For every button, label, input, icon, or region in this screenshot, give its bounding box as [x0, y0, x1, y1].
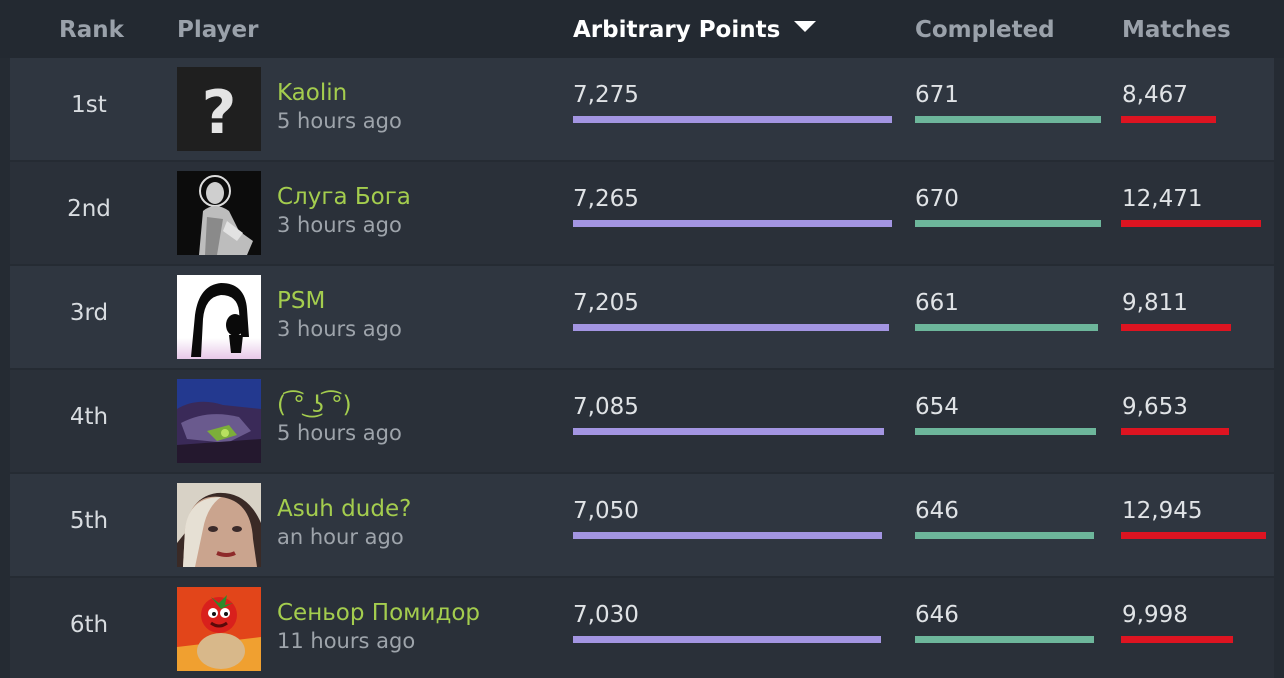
points-value: 7,265 — [573, 186, 639, 212]
completed-bar — [915, 636, 1094, 643]
robot-art-avatar[interactable] — [177, 379, 261, 463]
matches-bar — [1121, 532, 1266, 539]
last-active-time: an hour ago — [277, 525, 404, 549]
table-row: 2nd Слуга Бога 3 hours ago 7,265 670 12,… — [10, 162, 1274, 264]
rank-label: 4th — [69, 404, 109, 430]
header-rank[interactable]: Rank — [59, 17, 124, 43]
matches-bar — [1121, 428, 1229, 435]
matches-bar — [1121, 220, 1261, 227]
table-row: 3rd PSM 3 hours ago 7,205 661 9,811 — [10, 266, 1274, 368]
matches-bar — [1121, 324, 1231, 331]
matches-bar — [1121, 636, 1233, 643]
points-value: 7,085 — [573, 394, 639, 420]
player-name-link[interactable]: Слуга Бога — [277, 184, 411, 210]
completed-bar — [915, 532, 1094, 539]
completed-bar — [915, 428, 1096, 435]
table-row: 5th Asuh dude? an hour ago 7,050 646 12,… — [10, 474, 1274, 576]
contortionist-silhouette-avatar[interactable] — [177, 275, 261, 359]
rank-label: 2nd — [67, 196, 111, 222]
saint-portrait-avatar[interactable] — [177, 171, 261, 255]
player-name-link[interactable]: PSM — [277, 288, 326, 314]
matches-value: 9,998 — [1122, 602, 1188, 628]
player-name-link[interactable]: Сеньор Помидор — [277, 600, 481, 626]
points-bar — [573, 220, 892, 227]
header-completed[interactable]: Completed — [915, 17, 1055, 43]
completed-bar — [915, 220, 1101, 227]
header-player[interactable]: Player — [177, 17, 259, 43]
last-active-time: 11 hours ago — [277, 629, 416, 653]
header-matches[interactable]: Matches — [1122, 17, 1231, 43]
completed-bar — [915, 116, 1101, 123]
completed-value: 670 — [915, 186, 959, 212]
header-points[interactable]: Arbitrary Points — [573, 17, 817, 43]
sort-descending-icon — [794, 21, 817, 32]
table-row: 1st ? Kaolin 5 hours ago 7,275 671 8,467 — [10, 58, 1274, 160]
matches-value: 8,467 — [1122, 82, 1188, 108]
player-name-link[interactable]: Kaolin — [277, 80, 348, 106]
table-row: 4th ( ͡° ͜ʖ ͡°) 5 hours ago 7,085 654 9,… — [10, 370, 1274, 472]
completed-value: 654 — [915, 394, 959, 420]
svg-text:?: ? — [202, 78, 237, 148]
completed-value: 671 — [915, 82, 959, 108]
last-active-time: 3 hours ago — [277, 213, 402, 237]
matches-value: 9,653 — [1122, 394, 1188, 420]
completed-value: 661 — [915, 290, 959, 316]
rank-label: 6th — [69, 612, 109, 638]
tomato-character-avatar[interactable] — [177, 587, 261, 671]
matches-value: 12,471 — [1122, 186, 1203, 212]
matches-value: 12,945 — [1122, 498, 1203, 524]
points-bar — [573, 636, 881, 643]
blonde-face-avatar[interactable] — [177, 483, 261, 567]
leaderboard-header: Rank Player Arbitrary Points Completed M… — [0, 0, 1284, 58]
rank-label: 1st — [71, 92, 107, 118]
points-value: 7,205 — [573, 290, 639, 316]
points-value: 7,030 — [573, 602, 639, 628]
points-value: 7,275 — [573, 82, 639, 108]
points-bar — [573, 532, 882, 539]
player-name-link[interactable]: Asuh dude? — [277, 496, 412, 522]
header-points-label: Arbitrary Points — [573, 17, 781, 43]
player-name-link[interactable]: ( ͡° ͜ʖ ͡°) — [277, 392, 352, 418]
matches-value: 9,811 — [1122, 290, 1188, 316]
rank-label: 5th — [69, 508, 109, 534]
last-active-time: 5 hours ago — [277, 109, 402, 133]
last-active-time: 5 hours ago — [277, 421, 402, 445]
completed-value: 646 — [915, 602, 959, 628]
points-bar — [573, 116, 892, 123]
rank-label: 3rd — [69, 300, 109, 326]
completed-value: 646 — [915, 498, 959, 524]
table-row: 6th Сеньор Помидор 11 hours ago 7,030 64… — [10, 578, 1274, 678]
completed-bar — [915, 324, 1098, 331]
last-active-time: 3 hours ago — [277, 317, 402, 341]
points-bar — [573, 428, 884, 435]
question-mark-avatar[interactable]: ? — [177, 67, 261, 151]
points-bar — [573, 324, 889, 331]
points-value: 7,050 — [573, 498, 639, 524]
matches-bar — [1121, 116, 1216, 123]
